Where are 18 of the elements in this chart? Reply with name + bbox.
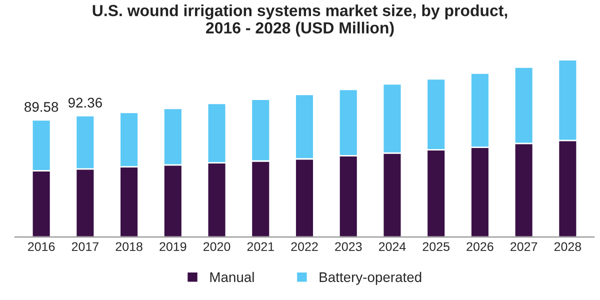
x-tick-label: 2021 — [247, 242, 274, 252]
x-tick-label: 2018 — [116, 242, 142, 252]
x-tick-label: 2026 — [466, 242, 494, 252]
legend-label: Battery-operated — [320, 272, 422, 285]
x-tick-label: 2019 — [160, 242, 186, 252]
x-tick-label: 2023 — [335, 242, 362, 252]
x-tick-label: 2016 — [28, 242, 55, 252]
x-tick-label: 2028 — [554, 242, 582, 252]
annotation: 89.58 — [24, 102, 58, 112]
x-tick-label: 2027 — [510, 242, 538, 252]
x-tick-label: 2024 — [378, 242, 406, 252]
annotation: 92.36 — [68, 98, 102, 108]
x-tick-label: 2017 — [72, 242, 98, 252]
chart-title: U.S. wound irrigation systems market size, by product, 2016 - 2028 (USD Million) — [92, 4, 508, 37]
x-tick-label: 2020 — [204, 242, 230, 252]
x-tick-label: 2022 — [291, 242, 318, 252]
x-tick-label: 2025 — [422, 242, 450, 252]
legend-label: Manual — [210, 272, 254, 282]
